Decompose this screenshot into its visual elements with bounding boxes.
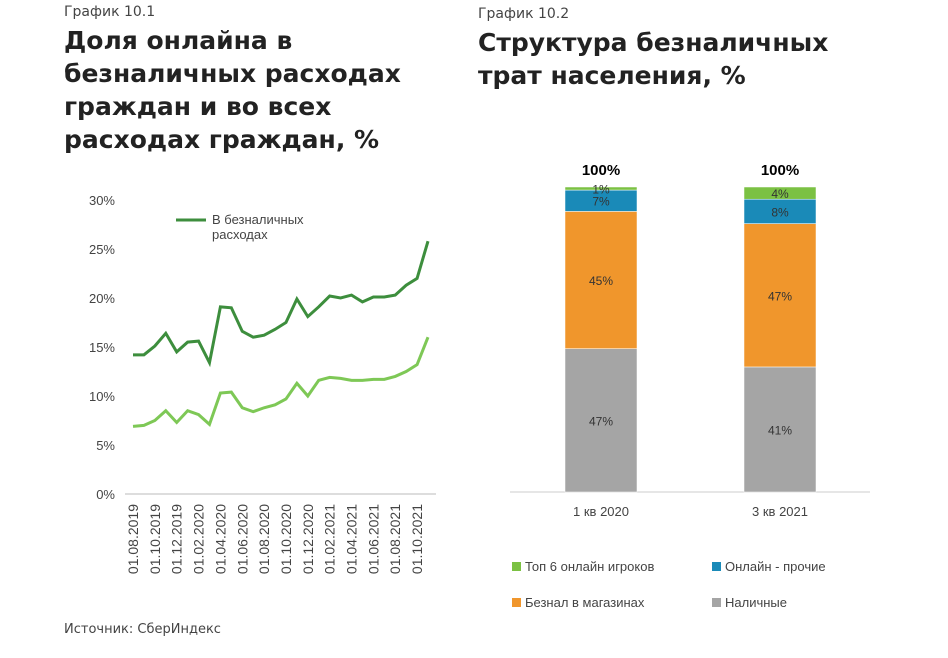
y-tick-label: 20% bbox=[89, 291, 115, 306]
line-series bbox=[132, 336, 430, 428]
x-tick-label: 01.04.2021 bbox=[344, 504, 360, 574]
x-tick-label: 3 кв 2021 bbox=[752, 504, 808, 519]
caption: График 10.1 bbox=[64, 4, 156, 20]
legend-label: Топ 6 онлайн игроков bbox=[525, 559, 654, 574]
legend-swatch bbox=[712, 562, 721, 571]
y-tick-label: 5% bbox=[96, 438, 115, 453]
value-label: 4% bbox=[771, 187, 789, 201]
value-label: 8% bbox=[771, 205, 789, 219]
bar-segment bbox=[743, 198, 817, 224]
chart-title: Структура безналичных трат населения, % bbox=[478, 28, 829, 90]
value-label: 7% bbox=[592, 195, 610, 209]
legend-label: Наличные bbox=[725, 595, 787, 610]
x-tick-label: 01.04.2020 bbox=[212, 504, 228, 574]
y-tick-label: 0% bbox=[96, 487, 115, 502]
x-tick-label: 01.10.2019 bbox=[147, 504, 163, 574]
bar-segment bbox=[743, 366, 817, 493]
legend-label: Безнал в магазинах bbox=[525, 595, 645, 610]
x-tick-label: 01.06.2020 bbox=[234, 504, 250, 574]
legend-label: В безналичных расходах bbox=[212, 212, 304, 242]
x-tick-label: 01.10.2021 bbox=[409, 504, 425, 574]
bar-segment bbox=[564, 186, 638, 191]
legend-swatch bbox=[712, 598, 721, 607]
x-tick-label: 01.02.2021 bbox=[322, 504, 338, 574]
y-tick-label: 15% bbox=[89, 340, 115, 355]
x-tick-label: 01.02.2020 bbox=[191, 504, 207, 574]
line-series bbox=[133, 240, 430, 368]
y-tick-label: 30% bbox=[89, 193, 115, 208]
x-tick-label: 01.06.2021 bbox=[365, 504, 381, 574]
bar-segment bbox=[564, 211, 638, 349]
value-label: 41% bbox=[768, 423, 792, 437]
legend-swatch bbox=[512, 562, 521, 571]
value-label: 47% bbox=[768, 289, 792, 303]
x-tick-label: 01.10.2020 bbox=[278, 504, 294, 574]
x-tick-label: 01.12.2019 bbox=[169, 504, 185, 574]
bar-segment bbox=[564, 348, 638, 493]
chart-title: Доля онлайна в безналичных расходах граж… bbox=[64, 26, 401, 154]
legend-label: Онлайн - прочие bbox=[725, 559, 826, 574]
bar-segment bbox=[743, 186, 817, 200]
x-tick-label: 01.08.2021 bbox=[387, 504, 403, 574]
value-label: 47% bbox=[589, 414, 613, 428]
x-tick-label: 1 кв 2020 bbox=[573, 504, 629, 519]
x-tick-label: 01.12.2020 bbox=[300, 504, 316, 574]
legend-swatch bbox=[512, 598, 521, 607]
value-label: 45% bbox=[589, 274, 613, 288]
y-tick-label: 10% bbox=[89, 389, 115, 404]
total-label: 100% bbox=[582, 162, 620, 179]
x-tick-label: 01.08.2020 bbox=[256, 504, 272, 574]
total-label: 100% bbox=[761, 162, 799, 179]
bar-segment bbox=[743, 223, 817, 368]
x-tick-label: 01.08.2019 bbox=[125, 504, 141, 574]
value-label: 1% bbox=[592, 183, 610, 197]
caption: График 10.2 bbox=[478, 6, 570, 22]
y-tick-label: 25% bbox=[89, 242, 115, 257]
source: Источник: СберИндекс bbox=[64, 622, 221, 637]
